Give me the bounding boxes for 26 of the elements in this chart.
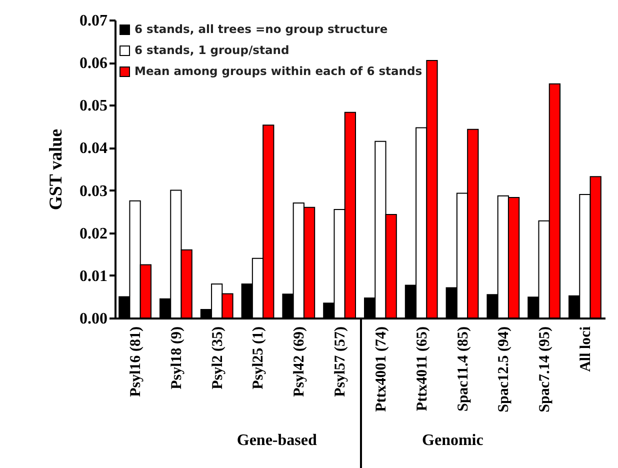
x-tick-label: Psyl2 (35) xyxy=(210,326,226,390)
x-tick-label: Psyl16 (81) xyxy=(128,326,144,397)
y-tick-label: 0.00 xyxy=(80,310,108,328)
y-tick-label: 0.06 xyxy=(80,55,108,72)
y-tick-label: 0.03 xyxy=(80,182,108,200)
legend-label: Mean among groups within each of 6 stands xyxy=(134,64,422,78)
x-tick-label: Pttx4011 (65) xyxy=(414,326,430,412)
legend-label: 6 stands, all trees =no group structure xyxy=(134,22,388,36)
y-tick-label: 0.02 xyxy=(80,225,108,242)
x-tick-label: Psyl42 (69) xyxy=(292,326,308,397)
x-tick-label: Pttx4001 (74) xyxy=(373,326,390,412)
y-tick-label: 0.01 xyxy=(80,268,108,285)
text: Gene-based xyxy=(236,432,317,449)
y-axis-title: GST value xyxy=(46,128,66,210)
x-tick-label: Spac12.5 (94) xyxy=(496,326,512,412)
y-tick-label: 0.05 xyxy=(80,98,108,115)
x-tick-label: Psyl18 (9) xyxy=(168,326,185,390)
legend-label: 6 stands, 1 group/stand xyxy=(134,42,290,57)
y-tick-label: 0.04 xyxy=(80,140,108,158)
x-tick-label: Spac7.14 (95) xyxy=(537,326,554,412)
x-tick-label: Psyl25 (1) xyxy=(250,326,267,390)
x-tick-label: Spac11.4 (85) xyxy=(455,326,472,412)
text: Genomic xyxy=(422,432,484,449)
x-tick-label: Psyl57 (57) xyxy=(332,326,349,397)
x-tick-label: All loci xyxy=(578,326,594,372)
y-tick-label: 0.07 xyxy=(80,12,108,30)
